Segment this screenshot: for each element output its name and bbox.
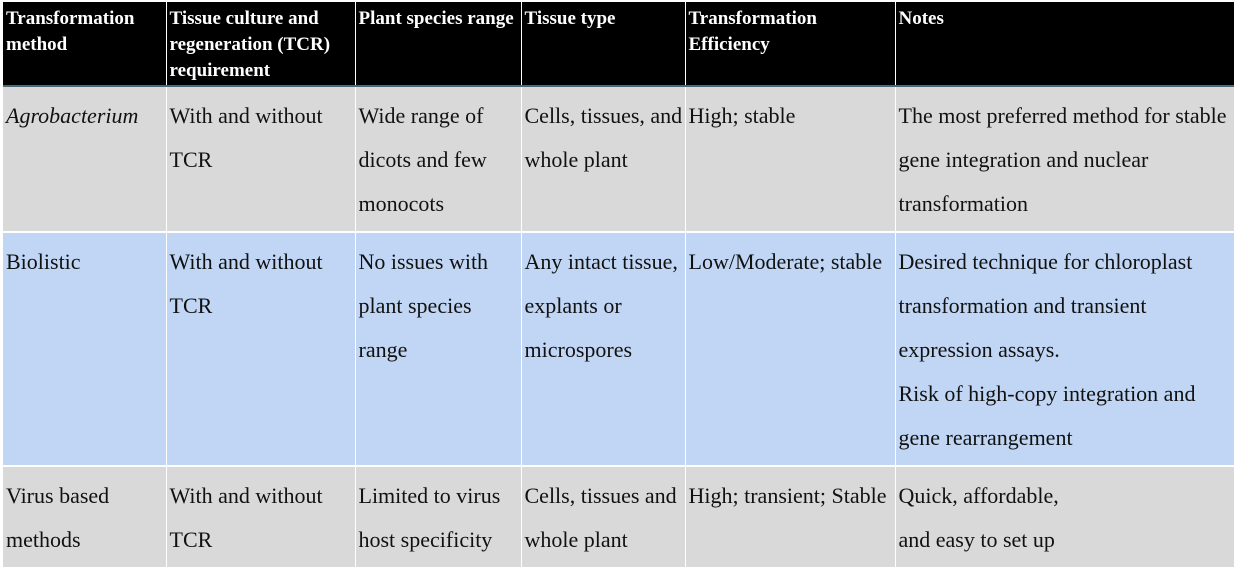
table-header: Transformation method Tissue culture and… xyxy=(3,2,1234,86)
cell-notes: The most preferred method for stable gen… xyxy=(895,86,1234,232)
cell-species: Limited to virus host specificity xyxy=(355,465,522,567)
cell-method: Virus based methods xyxy=(3,465,167,567)
table-row: Virus based methods With and without TCR… xyxy=(3,465,1234,567)
header-transformation-efficiency: Transformation Efficiency xyxy=(685,2,896,86)
cell-tissue: Any intact tissue, explants or microspor… xyxy=(521,231,686,466)
cell-species: No issues with plant species range xyxy=(355,231,522,466)
header-notes: Notes xyxy=(895,2,1234,86)
cell-tissue: Cells, tissues and whole plant xyxy=(521,465,686,567)
cell-tcr: With and without TCR xyxy=(166,86,356,232)
cell-efficiency: High; stable xyxy=(685,86,896,232)
cell-notes: Quick, affordable, and easy to set up xyxy=(895,465,1234,567)
notes-line: Risk of high-copy integration and gene r… xyxy=(898,381,1196,450)
cell-method: Agrobacterium xyxy=(3,86,167,232)
table-body: Agrobacterium With and without TCR Wide … xyxy=(3,86,1234,567)
notes-line: Desired technique for chloroplast transf… xyxy=(898,249,1193,362)
cell-species: Wide range of dicots and few monocots xyxy=(355,86,522,232)
notes-line: The most preferred method for stable gen… xyxy=(898,103,1227,216)
cell-method: Biolistic xyxy=(3,231,167,466)
header-row: Transformation method Tissue culture and… xyxy=(3,2,1234,86)
cell-efficiency: High; transient; Stable xyxy=(685,465,896,567)
header-plant-species-range: Plant species range xyxy=(355,2,522,86)
cell-tcr: With and without TCR xyxy=(166,465,356,567)
notes-line: and easy to set up xyxy=(898,527,1055,552)
header-tissue-type: Tissue type xyxy=(521,2,686,86)
notes-line: Quick, affordable, xyxy=(898,483,1059,508)
comparison-table: Transformation method Tissue culture and… xyxy=(3,2,1234,567)
table-row: Agrobacterium With and without TCR Wide … xyxy=(3,86,1234,232)
cell-tcr: With and without TCR xyxy=(166,231,356,466)
cell-notes: Desired technique for chloroplast transf… xyxy=(895,231,1234,466)
cell-tissue: Cells, tissues, and whole plant xyxy=(521,86,686,232)
header-transformation-method: Transformation method xyxy=(3,2,167,86)
table-row: Biolistic With and without TCR No issues… xyxy=(3,231,1234,466)
header-tcr-requirement: Tissue culture and regeneration (TCR) re… xyxy=(166,2,356,86)
cell-efficiency: Low/Moderate; stable xyxy=(685,231,896,466)
